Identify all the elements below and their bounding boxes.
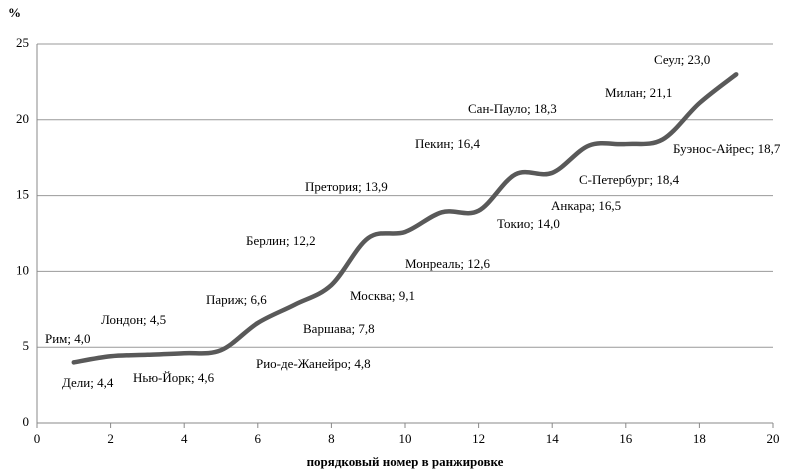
data-label: С-Петербург; 18,4 — [579, 172, 680, 187]
data-label: Дели; 4,4 — [62, 375, 114, 390]
data-label: Лондон; 4,5 — [101, 312, 166, 327]
y-tick-label: 20 — [16, 111, 29, 126]
y-tick-label: 0 — [23, 414, 30, 429]
data-label: Париж; 6,6 — [206, 292, 267, 307]
x-tick-label: 18 — [693, 431, 706, 446]
x-tick-label: 10 — [399, 431, 412, 446]
data-label: Пекин; 16,4 — [415, 136, 481, 151]
data-label: Буэнос-Айрес; 18,7 — [673, 141, 781, 156]
data-label: Монреаль; 12,6 — [405, 256, 491, 271]
y-tick-label: 25 — [16, 35, 29, 50]
y-tick-label: 5 — [23, 338, 30, 353]
x-tick-label: 14 — [546, 431, 560, 446]
data-label: Сеул; 23,0 — [654, 52, 710, 67]
data-label: Анкара; 16,5 — [551, 198, 621, 213]
x-tick-label: 2 — [107, 431, 114, 446]
data-label: Претория; 13,9 — [305, 179, 388, 194]
data-label: Варшава; 7,8 — [303, 321, 375, 336]
data-label: Нью-Йорк; 4,6 — [133, 370, 215, 385]
y-tick-label: 15 — [16, 187, 29, 202]
data-label: Рио-де-Жанейро; 4,8 — [256, 356, 371, 371]
x-axis-label: порядковый номер в ранжировке — [307, 454, 504, 469]
data-label: Берлин; 12,2 — [246, 233, 316, 248]
x-tick-label: 4 — [181, 431, 188, 446]
y-tick-label: 10 — [16, 262, 29, 277]
x-tick-label: 6 — [255, 431, 262, 446]
x-tick-label: 0 — [34, 431, 41, 446]
data-label: Сан-Пауло; 18,3 — [468, 101, 557, 116]
data-label: Рим; 4,0 — [45, 331, 91, 346]
data-line — [71, 72, 739, 365]
data-label: Токио; 14,0 — [497, 216, 560, 231]
x-tick-label: 16 — [619, 431, 633, 446]
data-label: Москва; 9,1 — [350, 288, 415, 303]
x-tick-label: 20 — [767, 431, 780, 446]
y-axis-label: % — [8, 5, 21, 20]
x-tick-label: 8 — [328, 431, 335, 446]
x-tick-label: 12 — [472, 431, 485, 446]
data-label: Милан; 21,1 — [605, 85, 672, 100]
